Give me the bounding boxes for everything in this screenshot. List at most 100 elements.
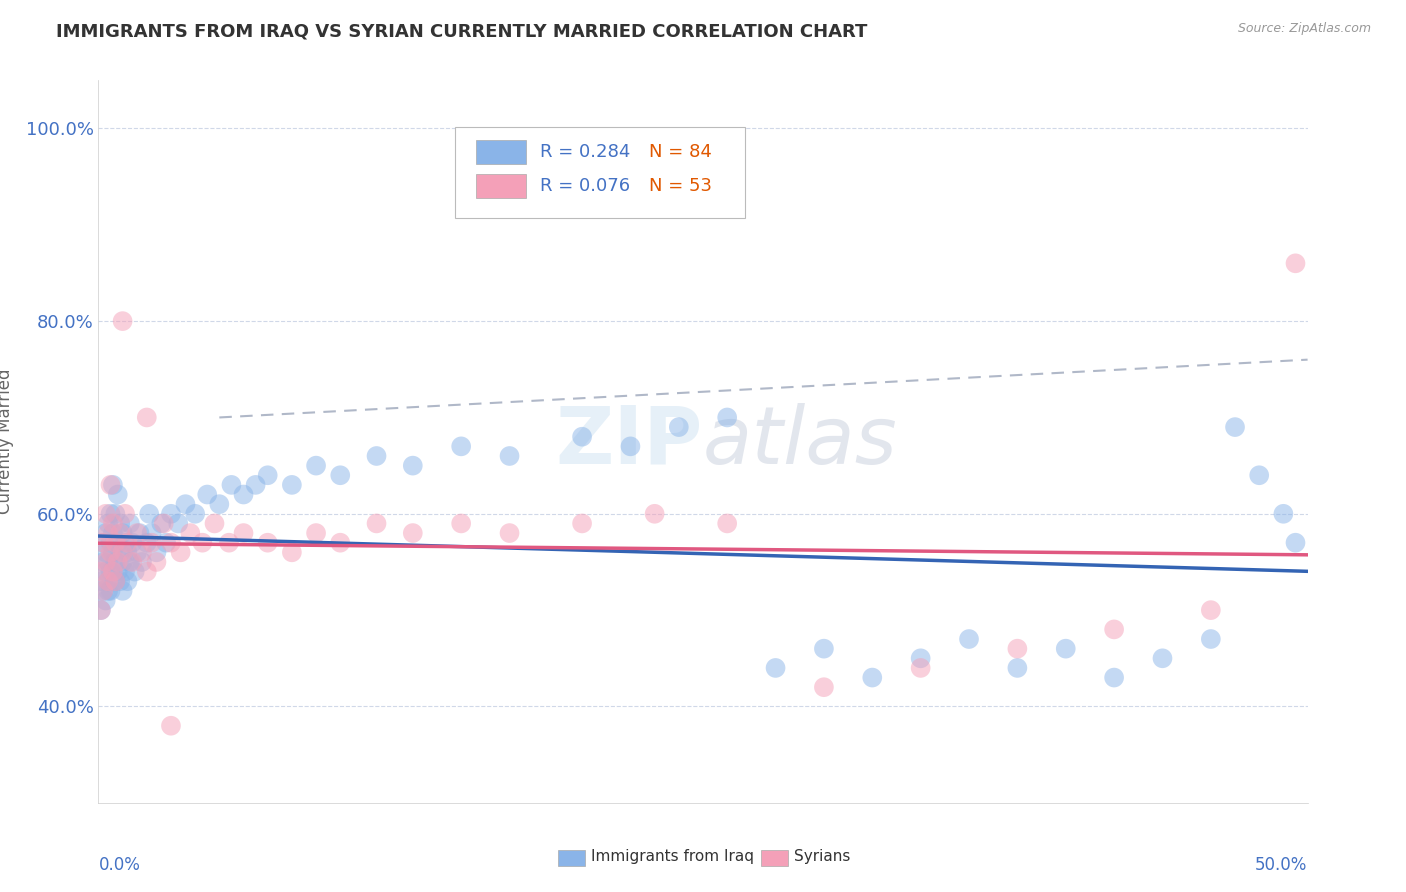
Point xyxy=(94,555,117,569)
Point xyxy=(145,545,167,559)
Point xyxy=(128,526,150,541)
FancyBboxPatch shape xyxy=(456,128,745,218)
Point xyxy=(1007,661,1029,675)
Point xyxy=(450,516,472,531)
Text: N = 53: N = 53 xyxy=(648,177,711,194)
Point xyxy=(141,535,163,549)
Point xyxy=(101,545,124,559)
Point xyxy=(97,555,120,569)
Point xyxy=(90,565,112,579)
Point xyxy=(100,565,122,579)
Point xyxy=(90,574,112,589)
Point xyxy=(1284,535,1306,549)
Point xyxy=(90,603,112,617)
Point xyxy=(1223,420,1246,434)
Point xyxy=(957,632,980,646)
Point xyxy=(121,535,143,549)
Point xyxy=(174,497,197,511)
Point xyxy=(498,449,520,463)
Point xyxy=(91,583,114,598)
Point xyxy=(118,555,141,569)
Point xyxy=(571,430,593,444)
Point xyxy=(94,507,117,521)
Point xyxy=(813,641,835,656)
Point xyxy=(218,535,240,549)
Point xyxy=(108,516,131,531)
Point xyxy=(668,420,690,434)
Point xyxy=(160,535,183,549)
Point xyxy=(402,526,425,541)
Point xyxy=(498,526,520,541)
Point xyxy=(1199,603,1222,617)
Point xyxy=(450,439,472,453)
Point xyxy=(145,555,167,569)
Point xyxy=(127,545,149,559)
Point xyxy=(91,555,114,569)
Text: 0.0%: 0.0% xyxy=(98,855,141,874)
Point xyxy=(121,555,143,569)
Point xyxy=(1152,651,1174,665)
Point xyxy=(402,458,425,473)
FancyBboxPatch shape xyxy=(761,850,787,865)
Y-axis label: Currently Married: Currently Married xyxy=(0,368,14,515)
Point xyxy=(114,507,136,521)
Point xyxy=(281,478,304,492)
Point xyxy=(160,719,183,733)
Point xyxy=(208,497,231,511)
Point xyxy=(124,565,146,579)
Point xyxy=(104,574,127,589)
Point xyxy=(1284,256,1306,270)
Point xyxy=(716,516,738,531)
Point xyxy=(716,410,738,425)
Point xyxy=(108,574,131,589)
Point xyxy=(111,583,134,598)
Point xyxy=(117,535,139,549)
Text: Immigrants from Iraq: Immigrants from Iraq xyxy=(591,849,754,863)
Point xyxy=(104,574,127,589)
Text: IMMIGRANTS FROM IRAQ VS SYRIAN CURRENTLY MARRIED CORRELATION CHART: IMMIGRANTS FROM IRAQ VS SYRIAN CURRENTLY… xyxy=(56,22,868,40)
Point xyxy=(111,526,134,541)
Point xyxy=(101,516,124,531)
Point xyxy=(179,526,201,541)
Point xyxy=(256,535,278,549)
Point xyxy=(305,458,328,473)
Point xyxy=(107,565,129,579)
Point xyxy=(111,555,134,569)
Text: 50.0%: 50.0% xyxy=(1256,855,1308,874)
FancyBboxPatch shape xyxy=(475,140,526,164)
Point xyxy=(1272,507,1295,521)
Point xyxy=(167,516,190,531)
FancyBboxPatch shape xyxy=(558,850,585,865)
Text: Syrians: Syrians xyxy=(793,849,851,863)
Point xyxy=(114,565,136,579)
Point xyxy=(305,526,328,541)
Point xyxy=(107,535,129,549)
Point xyxy=(108,545,131,559)
Point xyxy=(1102,623,1125,637)
Point xyxy=(111,314,134,328)
Point xyxy=(100,507,122,521)
Point xyxy=(329,535,352,549)
Point xyxy=(1102,671,1125,685)
Point xyxy=(366,516,388,531)
Point xyxy=(245,478,267,492)
FancyBboxPatch shape xyxy=(475,174,526,198)
Point xyxy=(619,439,641,453)
Point xyxy=(135,410,157,425)
Point xyxy=(329,468,352,483)
Point xyxy=(152,516,174,531)
Point xyxy=(138,507,160,521)
Point xyxy=(101,478,124,492)
Point xyxy=(104,507,127,521)
Text: R = 0.284: R = 0.284 xyxy=(540,143,630,161)
Point xyxy=(100,535,122,549)
Point xyxy=(184,507,207,521)
Point xyxy=(111,545,134,559)
Point xyxy=(107,555,129,569)
Point xyxy=(94,565,117,579)
Point xyxy=(191,535,214,549)
Point xyxy=(366,449,388,463)
Point xyxy=(107,487,129,501)
Point xyxy=(910,661,932,675)
Point xyxy=(813,680,835,694)
